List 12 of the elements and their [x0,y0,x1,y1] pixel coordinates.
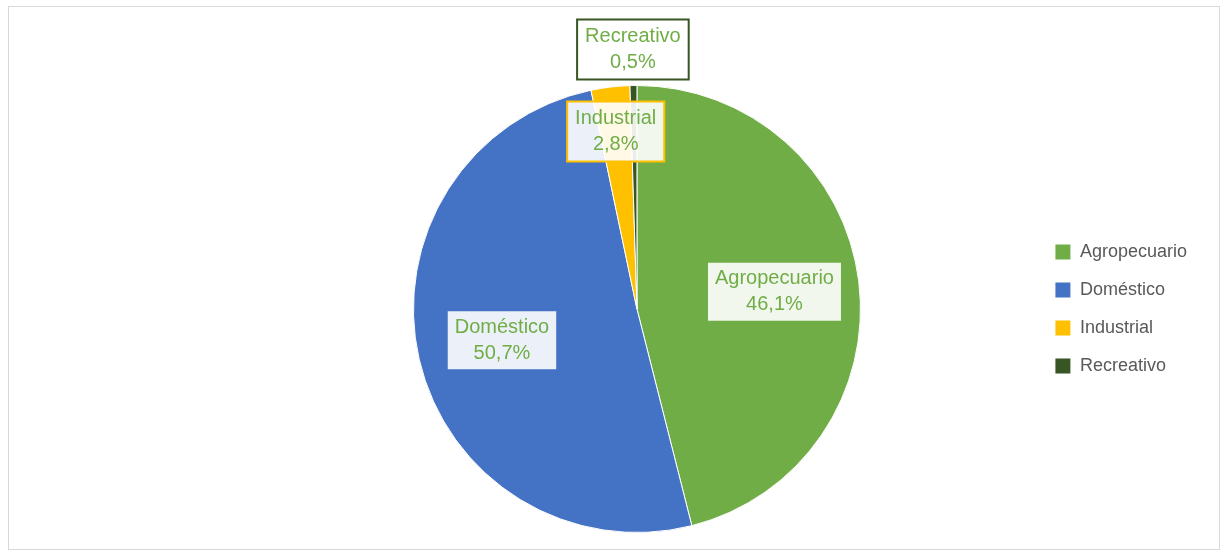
legend-label: Industrial [1079,316,1153,337]
data-label: 50,7% [473,340,531,363]
slice-label: Agropecuario [714,266,834,289]
slice-label: Recreativo [585,24,681,47]
legend-label: Doméstico [1079,278,1165,299]
slice-label: Industrial [575,105,657,128]
data-label: 46,1% [746,292,804,315]
data-label: 2,8% [592,131,639,154]
legend-label: Agropecuario [1079,240,1188,261]
slice-label: Doméstico [454,314,550,337]
legend-label: Recreativo [1079,354,1166,375]
data-label: 0,5% [610,50,656,73]
